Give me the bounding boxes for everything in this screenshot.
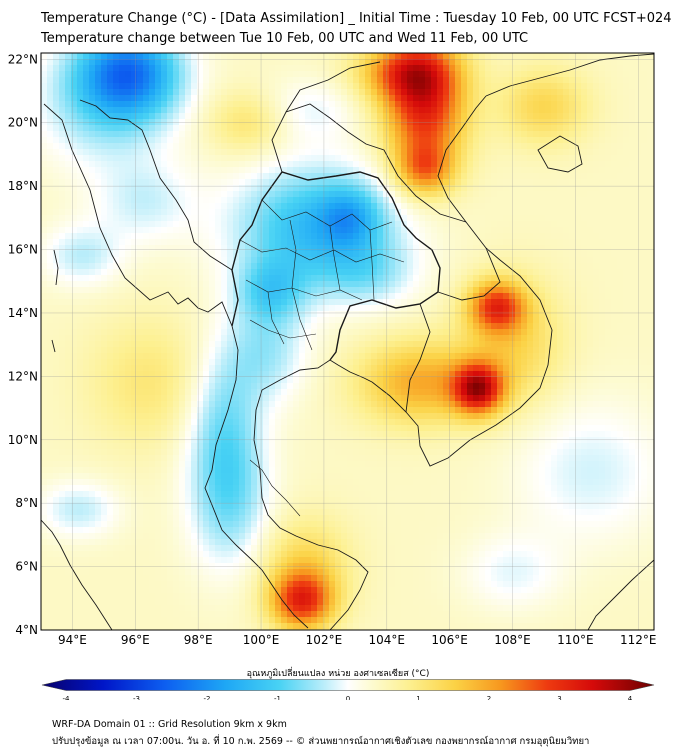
latitude-labels: 4°N 6°N 8°N 10°N 12°N 14°N 16°N 18°N 20°N 22°N xyxy=(8,52,38,637)
coastlines-and-borders xyxy=(41,53,654,630)
longitude-tick-label: 104°E xyxy=(369,633,406,647)
longitude-tick-label: 110°E xyxy=(557,633,594,647)
colorbar-tick-label: 0 xyxy=(346,695,350,700)
latitude-tick-label: 4°N xyxy=(15,623,38,637)
longitude-tick-label: 98°E xyxy=(184,633,213,647)
longitude-tick-label: 106°E xyxy=(431,633,468,647)
temperature-change-field xyxy=(41,53,654,630)
colorbar-tick-label: -1 xyxy=(274,695,281,700)
model-info: WRF-DA Domain 01 :: Grid Resolution 9km … xyxy=(52,719,287,730)
update-credit: ปรับปรุงข้อมูล ณ เวลา 07:00น. วัน อ. ที่… xyxy=(52,736,590,747)
latitude-tick-label: 18°N xyxy=(8,179,38,193)
colorbar-title: อุณหภูมิเปลี่ยนแปลง หน่วย องศาเซลเซียส (… xyxy=(246,669,430,679)
colorbar-tick-label: -3 xyxy=(133,695,140,700)
longitude-labels: 94°E 96°E 98°E 100°E 102°E 104°E 106°E 108°E 110… xyxy=(58,633,657,647)
colorbar-tick-label: -4 xyxy=(63,695,71,700)
longitude-tick-label: 102°E xyxy=(306,633,343,647)
colorbar: -4 -3 -2 -1 0 1 2 3 4 xyxy=(41,679,655,700)
longitude-tick-label: 100°E xyxy=(243,633,280,647)
colorbar-tick-label: -2 xyxy=(204,695,211,700)
longitude-tick-label: 108°E xyxy=(494,633,531,647)
latitude-tick-label: 20°N xyxy=(8,116,38,130)
latitude-tick-label: 22°N xyxy=(8,52,38,66)
map-frame xyxy=(40,52,655,631)
latitude-tick-label: 8°N xyxy=(15,496,38,510)
map-subtitle: Temperature change between Tue 10 Feb, 0… xyxy=(41,31,529,46)
map-title: Temperature Change (°C) - [Data Assimila… xyxy=(41,11,672,26)
colorbar-tick-label: 4 xyxy=(628,695,633,700)
latitude-tick-label: 6°N xyxy=(15,560,38,574)
colorbar-tick-label: 1 xyxy=(416,695,420,700)
latitude-tick-label: 16°N xyxy=(8,243,38,257)
longitude-tick-label: 94°E xyxy=(58,633,87,647)
latitude-tick-label: 12°N xyxy=(8,369,38,383)
latitude-tick-label: 10°N xyxy=(8,433,38,447)
temperature-map: 4°N 6°N 8°N 10°N 12°N 14°N 16°N 18°N 20°N 22°N 94… xyxy=(8,52,657,700)
colorbar-tick-label: 2 xyxy=(487,695,491,700)
longitude-tick-label: 112°E xyxy=(620,633,657,647)
longitude-tick-label: 96°E xyxy=(121,633,150,647)
latitude-tick-label: 14°N xyxy=(8,306,38,320)
colorbar-tick-label: 3 xyxy=(557,695,561,700)
